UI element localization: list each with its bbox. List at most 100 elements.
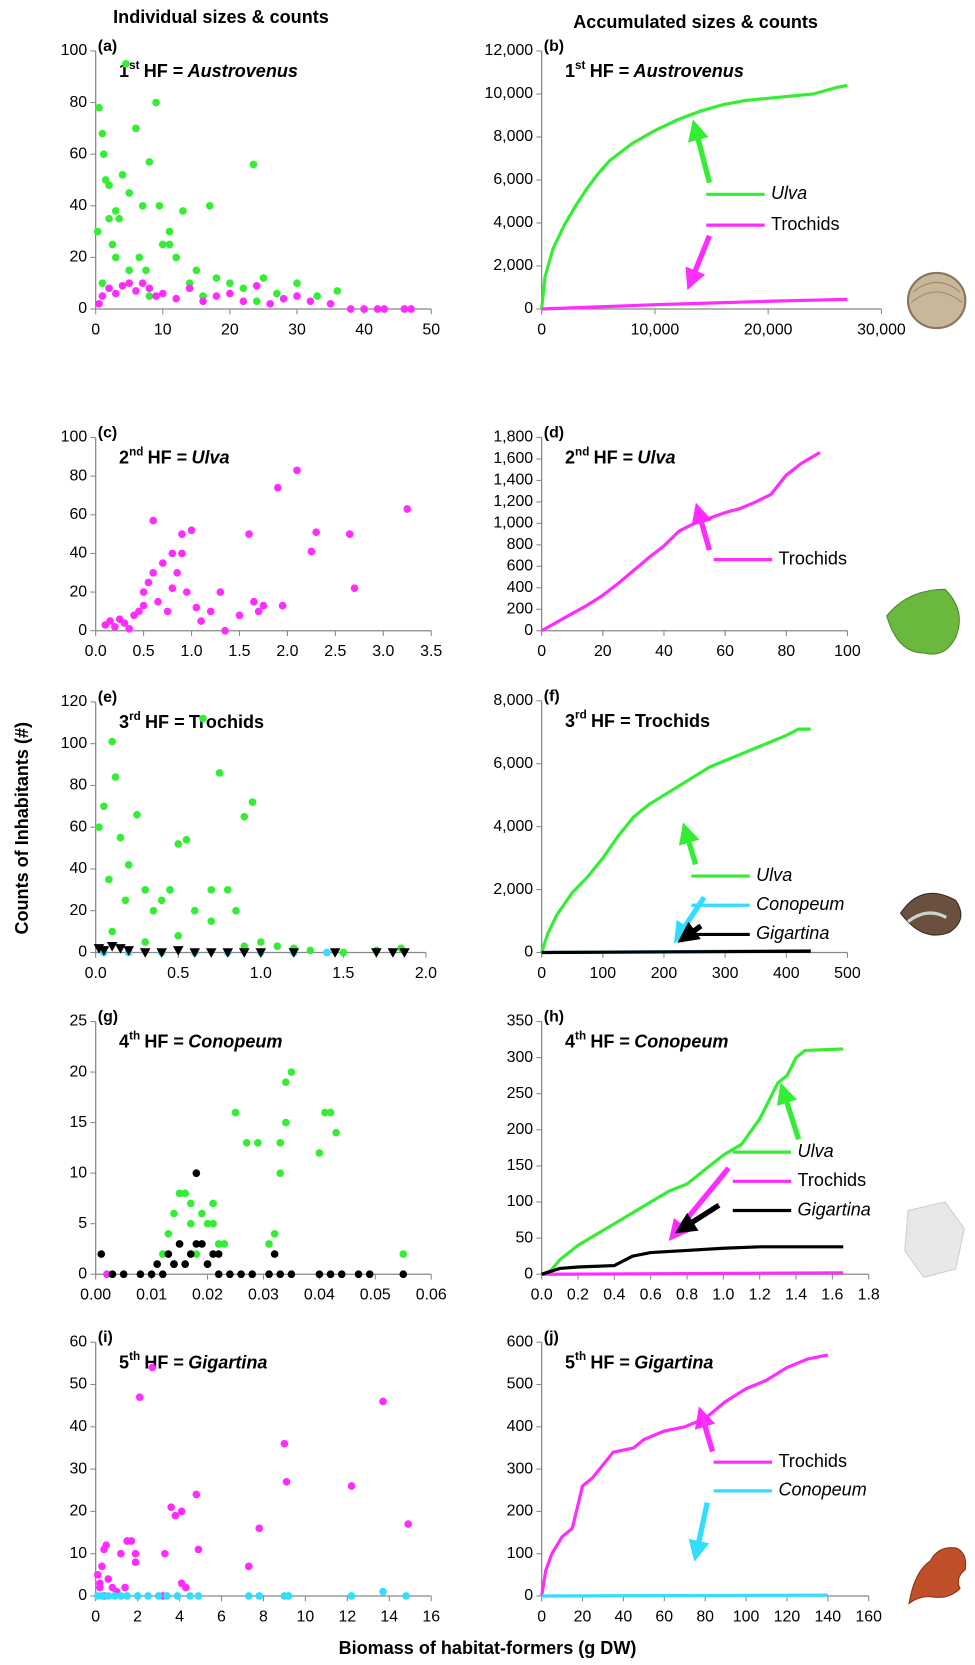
x-tick-label: 0: [537, 643, 546, 660]
point: [345, 530, 354, 538]
x-tick-label: 2.5: [324, 643, 346, 660]
legend-label: Trochids: [778, 548, 847, 568]
title-name: Austrovenus: [633, 61, 744, 81]
point: [144, 1592, 152, 1600]
x-tick-label: 40: [355, 321, 373, 338]
point: [99, 150, 108, 159]
point: [242, 1138, 251, 1147]
line: [541, 297, 848, 311]
x-tick-label: 0: [537, 321, 546, 338]
point: [93, 227, 102, 236]
arrow: [694, 1406, 716, 1453]
y-tick-label: 20: [69, 1063, 87, 1080]
point: [194, 1545, 203, 1554]
point: [259, 274, 268, 282]
point: [95, 300, 103, 308]
point: [245, 530, 253, 538]
y-tick-label: 5: [78, 1215, 87, 1232]
point: [186, 1592, 194, 1600]
title-number: 1: [119, 61, 129, 81]
point: [273, 289, 281, 298]
y-tick-label: 120: [61, 693, 88, 710]
x-tick-label: 0.0: [85, 643, 107, 660]
point: [248, 1270, 257, 1279]
x-tick-label: 12: [338, 1608, 356, 1625]
arrow: [685, 234, 712, 291]
column-header: Accumulated sizes & counts: [573, 12, 818, 32]
point: [172, 946, 184, 956]
y-tick-label: 10: [69, 1545, 87, 1562]
point: [192, 1240, 201, 1248]
point: [326, 300, 335, 308]
point: [175, 1189, 184, 1198]
point: [96, 1583, 104, 1592]
y-tick-label: 1,600: [493, 450, 533, 467]
point: [266, 300, 274, 308]
point: [333, 287, 342, 295]
point: [177, 1507, 186, 1516]
point: [252, 297, 261, 306]
point: [170, 1260, 178, 1268]
point: [250, 597, 258, 606]
y-tick-label: 600: [507, 558, 534, 575]
point: [197, 617, 205, 625]
arrow: [776, 1082, 802, 1141]
point: [148, 1363, 157, 1372]
point: [323, 948, 331, 957]
point: [404, 1520, 412, 1528]
x-tick-label: 10: [297, 1608, 315, 1625]
x-tick-label: 0.2: [567, 1287, 589, 1304]
icons: [886, 271, 967, 1605]
point: [164, 1250, 173, 1258]
point: [158, 289, 167, 298]
y-tick-label: 40: [69, 545, 87, 562]
y-tick-label: 20: [69, 583, 87, 600]
point: [256, 938, 265, 946]
y-tick-label: 1,000: [493, 515, 533, 532]
point: [192, 1250, 201, 1258]
legend-label: Gigartina: [798, 1199, 871, 1219]
point: [240, 942, 249, 951]
title-name: Ulva: [637, 447, 675, 467]
x-tick-label: 30: [288, 321, 306, 338]
title-number: 3: [565, 711, 575, 731]
point: [215, 769, 224, 777]
y-tick-label: 0: [78, 300, 87, 317]
point: [108, 240, 117, 249]
point: [273, 942, 282, 951]
title-superscript: nd: [575, 445, 589, 458]
y-tick-label: 1,200: [493, 493, 533, 510]
x-tick-label: 60: [655, 1608, 673, 1625]
y-tick-label: 2,000: [493, 257, 533, 274]
x-tick-label: 2.0: [276, 643, 298, 660]
title-number: 4: [119, 1032, 129, 1052]
arrow: [691, 502, 712, 551]
panel-label: (h): [544, 1008, 564, 1025]
point: [164, 1229, 173, 1238]
title-label: HF =: [144, 1032, 184, 1052]
point: [407, 305, 415, 313]
point: [402, 1592, 410, 1600]
point: [139, 601, 148, 610]
line: [541, 949, 811, 955]
point: [379, 1397, 387, 1406]
arrow: [668, 1166, 731, 1242]
point: [189, 948, 201, 958]
point: [380, 305, 389, 313]
y-tick-label: 20: [69, 1503, 87, 1520]
y-tick-label: 50: [69, 1376, 87, 1393]
title-name: Trochids: [189, 712, 264, 732]
point: [198, 1209, 206, 1218]
point: [154, 1592, 163, 1600]
point: [186, 1219, 195, 1228]
point: [214, 1240, 223, 1248]
point: [181, 1189, 189, 1198]
point: [131, 1549, 140, 1558]
legend-label: Ulva: [798, 1141, 834, 1161]
x-tick-label: 0: [91, 321, 100, 338]
point: [111, 623, 119, 631]
y-tick-label: 40: [69, 1418, 87, 1435]
icon-ulva: [886, 588, 960, 655]
y-tick-label: 100: [61, 42, 88, 59]
y-tick-label: 6,000: [493, 171, 533, 188]
